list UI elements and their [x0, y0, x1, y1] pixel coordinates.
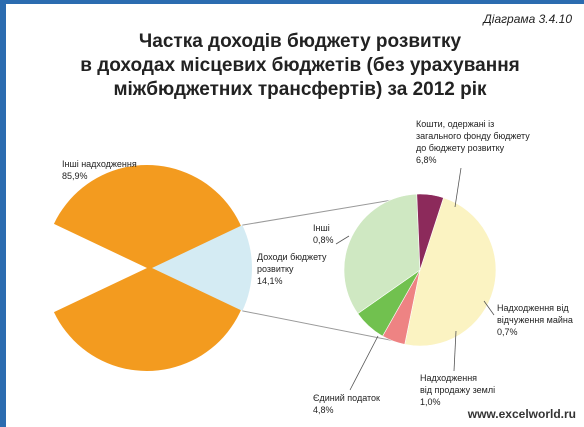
label-property-line-1: Надходження від — [497, 303, 569, 313]
connector-line-bottom — [242, 310, 411, 345]
label-other-income: Інші надходження 85,9% — [62, 158, 137, 182]
label-other: Інші 0,8% — [313, 222, 334, 246]
label-other-value: 0,8% — [313, 235, 334, 245]
label-dev-budget: Доходи бюджету розвитку 14,1% — [257, 251, 327, 287]
frame-top-border — [0, 0, 584, 4]
label-general-fund-line-2: загального фонду бюджету — [416, 131, 530, 141]
label-land: Надходження від продажу землі 1,0% — [420, 372, 495, 408]
leader-general-fund — [454, 167, 462, 208]
label-general-fund-value: 6,8% — [416, 155, 437, 165]
label-single-tax: Єдиний податок 4,8% — [313, 392, 380, 416]
label-dev-budget-line-1: Доходи бюджету — [257, 252, 327, 262]
leader-other — [335, 235, 350, 245]
label-other-income-value: 85,9% — [62, 171, 88, 181]
label-general-fund: Кошти, одержані із загального фонду бюдж… — [416, 118, 530, 166]
label-property-value: 0,7% — [497, 327, 518, 337]
label-property: Надходження від відчуження майна 0,7% — [497, 302, 573, 338]
label-general-fund-line-3: до бюджету розвитку — [416, 143, 505, 153]
chart-title-line-1: Частка доходів бюджету розвитку — [138, 31, 462, 52]
label-land-value: 1,0% — [420, 397, 441, 407]
label-dev-budget-value: 14,1% — [257, 276, 283, 286]
pie-slice-кошти-одержані-із-загального-фонду-бюджету-до-бюджету-розвитку — [404, 197, 497, 347]
leader-single-tax — [349, 335, 379, 391]
label-single-tax-name: Єдиний податок — [313, 393, 380, 403]
pie-slice-dev-budget — [152, 225, 253, 311]
connector-line-top — [242, 195, 417, 226]
chart-title-line-2: в доходах місцевих бюджетів (без урахува… — [80, 55, 520, 76]
label-general-fund-line-1: Кошти, одержані із — [416, 119, 495, 129]
label-property-line-2: відчуження майна — [497, 315, 573, 325]
pie-slice-інші — [416, 193, 444, 271]
label-land-line-2: від продажу землі — [420, 385, 496, 395]
pie-slice-other-income — [53, 164, 250, 371]
pie-slice-єдиний-податок — [343, 193, 421, 314]
label-dev-budget-line-2: розвитку — [257, 264, 294, 274]
label-other-name: Інші — [313, 223, 330, 233]
chart-title: Частка доходів бюджету розвитку в дохода… — [40, 30, 560, 102]
watermark: www.excelworld.ru — [467, 407, 576, 421]
label-single-tax-value: 4,8% — [313, 405, 334, 415]
leader-property — [483, 300, 495, 316]
label-other-income-name: Інші надходження — [62, 159, 137, 169]
label-land-line-1: Надходження — [420, 373, 478, 383]
frame-left-border — [0, 0, 6, 427]
leader-land — [453, 330, 457, 372]
diagram-number: Діаграма 3.4.10 — [483, 12, 572, 26]
chart-title-line-3: міжбюджетних трансфертів) за 2012 рік — [113, 79, 487, 100]
